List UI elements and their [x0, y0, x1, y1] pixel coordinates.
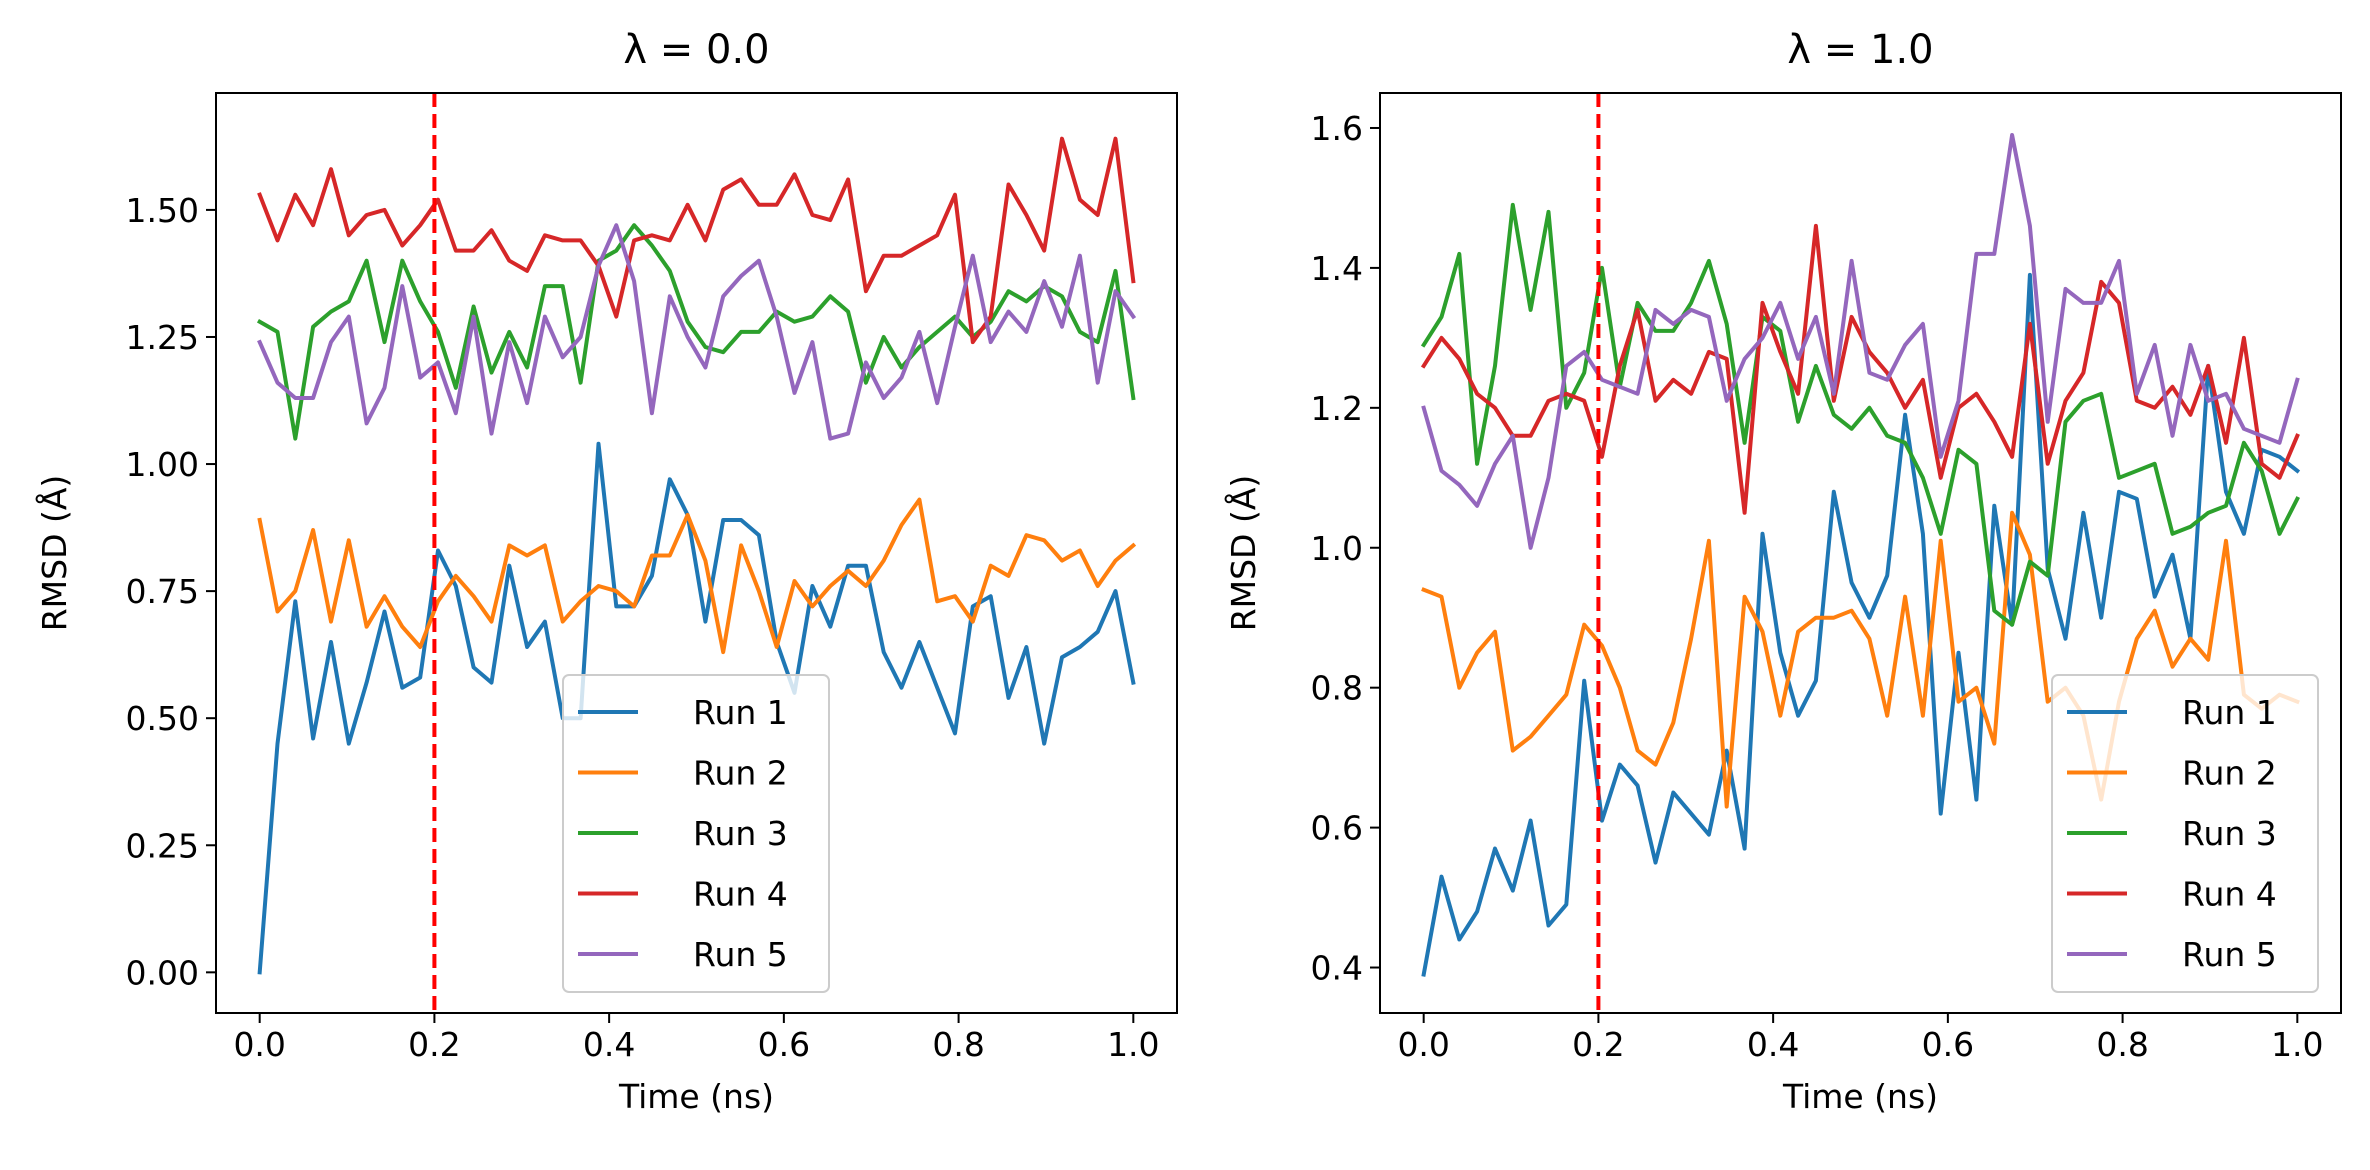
y-tick-label: 0.6 [1311, 809, 1363, 848]
series-line-run-1 [257, 441, 1136, 975]
x-axis-label: Time (ns) [618, 1077, 774, 1116]
legend-box [562, 674, 830, 993]
y-tick-label: 0.25 [126, 826, 199, 865]
y-axis-label: RMSD (Å) [34, 475, 74, 632]
x-tick-label: 0.4 [583, 1025, 635, 1064]
axes-frame [1379, 92, 2342, 1014]
legend-label-run-5: Run 5 [693, 935, 788, 974]
y-tick-label: 0.50 [126, 699, 199, 738]
y-tick-label: 0.00 [126, 953, 199, 992]
chart-title: λ = 0.0 [623, 27, 769, 73]
x-tick-label: 0.2 [1572, 1025, 1624, 1064]
series-line-run-5 [257, 223, 1137, 441]
series-line-run-3 [1420, 202, 2300, 627]
x-tick-label: 0.0 [233, 1025, 285, 1064]
legend-label-run-2: Run 2 [2182, 754, 2277, 793]
legend-label-run-3: Run 3 [2182, 814, 2277, 853]
series-lines [1420, 133, 2301, 977]
x-tick-label: 0.6 [758, 1025, 810, 1064]
y-tick-label: 0.4 [1311, 949, 1363, 988]
series-line-run-2 [1421, 510, 2300, 809]
chart-title: λ = 1.0 [1787, 27, 1933, 73]
y-tick-label: 1.4 [1311, 249, 1363, 288]
y-tick-label: 1.6 [1311, 109, 1363, 148]
legend-label-run-4: Run 4 [2182, 875, 2277, 914]
series-line-run-1 [1421, 272, 2301, 977]
axes-frame [215, 92, 1178, 1014]
series-lines [256, 136, 1137, 975]
panel-lambda-1: 0.0 0.2 0.4 0.6 0.8 1.0 0.4 0.6 0.8 1.0 1.2 1.4 1.6 T… [1223, 27, 2342, 1116]
x-tick-label: 1.0 [2271, 1025, 2323, 1064]
y-tick-label: 0.8 [1311, 669, 1363, 708]
legend-label-run-3: Run 3 [693, 814, 788, 853]
x-tick-label: 0.6 [1922, 1025, 1974, 1064]
y-tick-label: 1.2 [1311, 389, 1363, 428]
legend-label-run-1: Run 1 [2182, 693, 2277, 732]
legend-box [2051, 674, 2319, 993]
series-line-run-5 [1421, 133, 2300, 550]
legend-label-run-2: Run 2 [693, 754, 788, 793]
legend-label-run-4: Run 4 [693, 875, 788, 914]
x-axis-label: Time (ns) [1782, 1077, 1938, 1116]
y-tick-label: 0.75 [126, 572, 199, 611]
series-line-run-4 [1420, 223, 2300, 515]
x-tick-label: 0.0 [1397, 1025, 1449, 1064]
y-tick-label: 1.00 [126, 445, 199, 484]
y-tick-label: 1.50 [126, 191, 199, 230]
x-tick-label: 0.8 [932, 1025, 984, 1064]
x-tick-label: 1.0 [1107, 1025, 1159, 1064]
legend-label-run-5: Run 5 [2182, 935, 2277, 974]
legend: Run 1 Run 2 Run 3 Run 4 Run 5 [2051, 674, 2319, 993]
legend: Run 1 Run 2 Run 3 Run 4 Run 5 [562, 674, 830, 993]
y-tick-label: 1.25 [126, 318, 199, 357]
series-line-run-2 [257, 497, 1137, 655]
x-tick-label: 0.2 [408, 1025, 460, 1064]
x-tick-label: 0.8 [2096, 1025, 2148, 1064]
legend-label-run-1: Run 1 [693, 693, 788, 732]
y-tick-label: 1.0 [1311, 529, 1363, 568]
panel-lambda-0: 0.0 0.2 0.4 0.6 0.8 1.0 0.00 0.25 0.50 0.75 1.00 1.… [34, 27, 1178, 1116]
y-axis-label: RMSD (Å) [1223, 475, 1263, 632]
x-tick-label: 0.4 [1747, 1025, 1799, 1064]
